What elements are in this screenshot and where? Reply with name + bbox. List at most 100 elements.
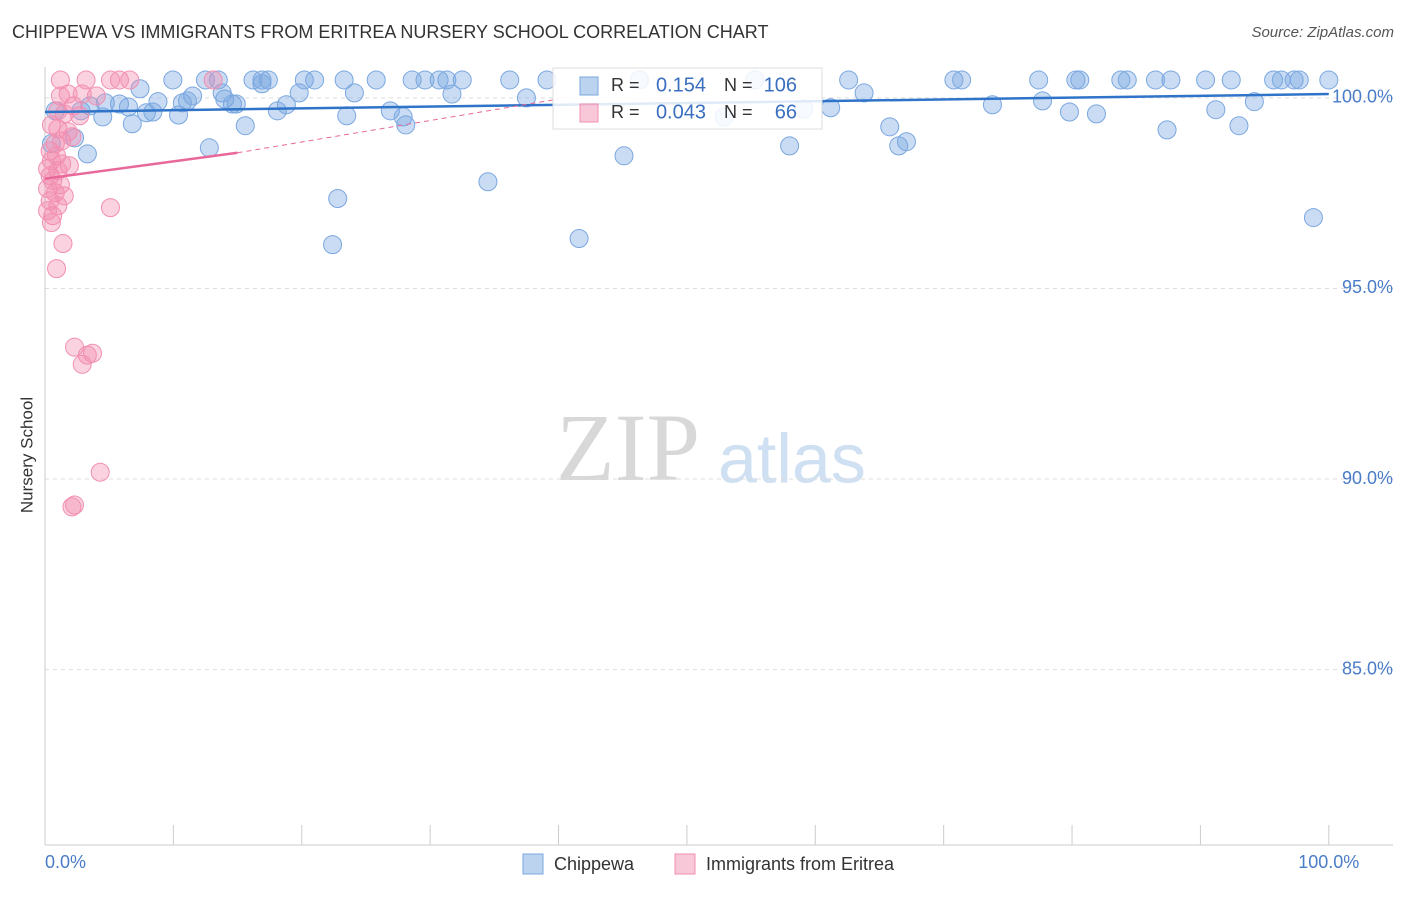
point [1145, 70, 1165, 90]
point [48, 119, 68, 139]
stats-label: R = [611, 75, 640, 95]
point [614, 146, 634, 166]
point [43, 206, 63, 226]
point [1029, 70, 1049, 90]
point [76, 70, 96, 90]
point [65, 495, 85, 515]
point [235, 116, 255, 136]
y-tick-label: 90.0% [1342, 468, 1393, 488]
point [118, 97, 138, 117]
point [1161, 70, 1181, 90]
stats-r: 0.043 [656, 101, 706, 123]
point [48, 196, 68, 216]
point [1289, 70, 1309, 90]
point [854, 83, 874, 103]
point [1264, 70, 1284, 90]
point [100, 198, 120, 218]
point [1157, 120, 1177, 140]
point [72, 354, 92, 374]
point [1196, 70, 1216, 90]
legend-label: Immigrants from Eritrea [706, 854, 895, 874]
point [47, 259, 67, 279]
point [58, 84, 78, 104]
point [516, 88, 536, 108]
trend-extension [237, 98, 559, 154]
point [1303, 208, 1323, 228]
y-axis-label: Nursery School [17, 397, 36, 513]
point [952, 70, 972, 90]
point [396, 115, 416, 135]
point [478, 172, 498, 192]
point [500, 70, 520, 90]
point [429, 70, 449, 90]
point [780, 136, 800, 156]
legend-label: Chippewa [554, 854, 635, 874]
point [77, 345, 97, 365]
x-tick-label: 0.0% [45, 852, 86, 872]
legend-swatch [579, 76, 599, 96]
stats-r: 0.154 [656, 74, 706, 96]
point [880, 117, 900, 137]
point [53, 233, 73, 253]
point [982, 95, 1002, 115]
stats-label: N = [724, 102, 753, 122]
point [1221, 70, 1241, 90]
point [323, 235, 343, 255]
point [169, 105, 189, 125]
point [163, 70, 183, 90]
stats-n: 106 [764, 74, 797, 96]
point [452, 70, 472, 90]
point [203, 70, 223, 90]
point [1229, 116, 1249, 136]
point [366, 70, 386, 90]
point [143, 102, 163, 122]
y-tick-label: 95.0% [1342, 277, 1393, 297]
point [86, 86, 106, 106]
point [252, 74, 272, 94]
point [334, 70, 354, 90]
point [337, 106, 357, 126]
point [50, 86, 70, 106]
point [62, 497, 82, 517]
point [328, 189, 348, 209]
point [1117, 70, 1137, 90]
watermark: ZIP [556, 394, 700, 501]
point [1244, 92, 1264, 112]
point [1206, 100, 1226, 120]
point [267, 101, 287, 121]
point [839, 70, 859, 90]
y-tick-label: 85.0% [1342, 658, 1393, 678]
stats-label: R = [611, 102, 640, 122]
point [1319, 70, 1339, 90]
point [442, 84, 462, 104]
source: Source: ZipAtlas.com [1251, 24, 1394, 41]
point [415, 70, 435, 90]
stats-n: 66 [775, 101, 797, 123]
point [54, 186, 74, 206]
point [944, 70, 964, 90]
chart-title: CHIPPEWA VS IMMIGRANTS FROM ERITREA NURS… [12, 22, 768, 42]
legend-swatch [579, 103, 599, 123]
point [1111, 70, 1131, 90]
point [136, 103, 156, 123]
point [90, 462, 110, 482]
point [41, 213, 61, 233]
point [62, 127, 82, 147]
point [344, 83, 364, 103]
point [1284, 70, 1304, 90]
point [208, 70, 228, 90]
point [889, 136, 909, 156]
point [1059, 102, 1079, 122]
legend-swatch [522, 853, 544, 875]
point [437, 70, 457, 90]
x-tick-label: 100.0% [1298, 852, 1359, 872]
point [77, 144, 97, 164]
point [305, 70, 325, 90]
point [294, 70, 314, 90]
point [100, 70, 120, 90]
point [1086, 104, 1106, 124]
y-tick-label: 100.0% [1332, 87, 1393, 107]
point [199, 138, 219, 158]
